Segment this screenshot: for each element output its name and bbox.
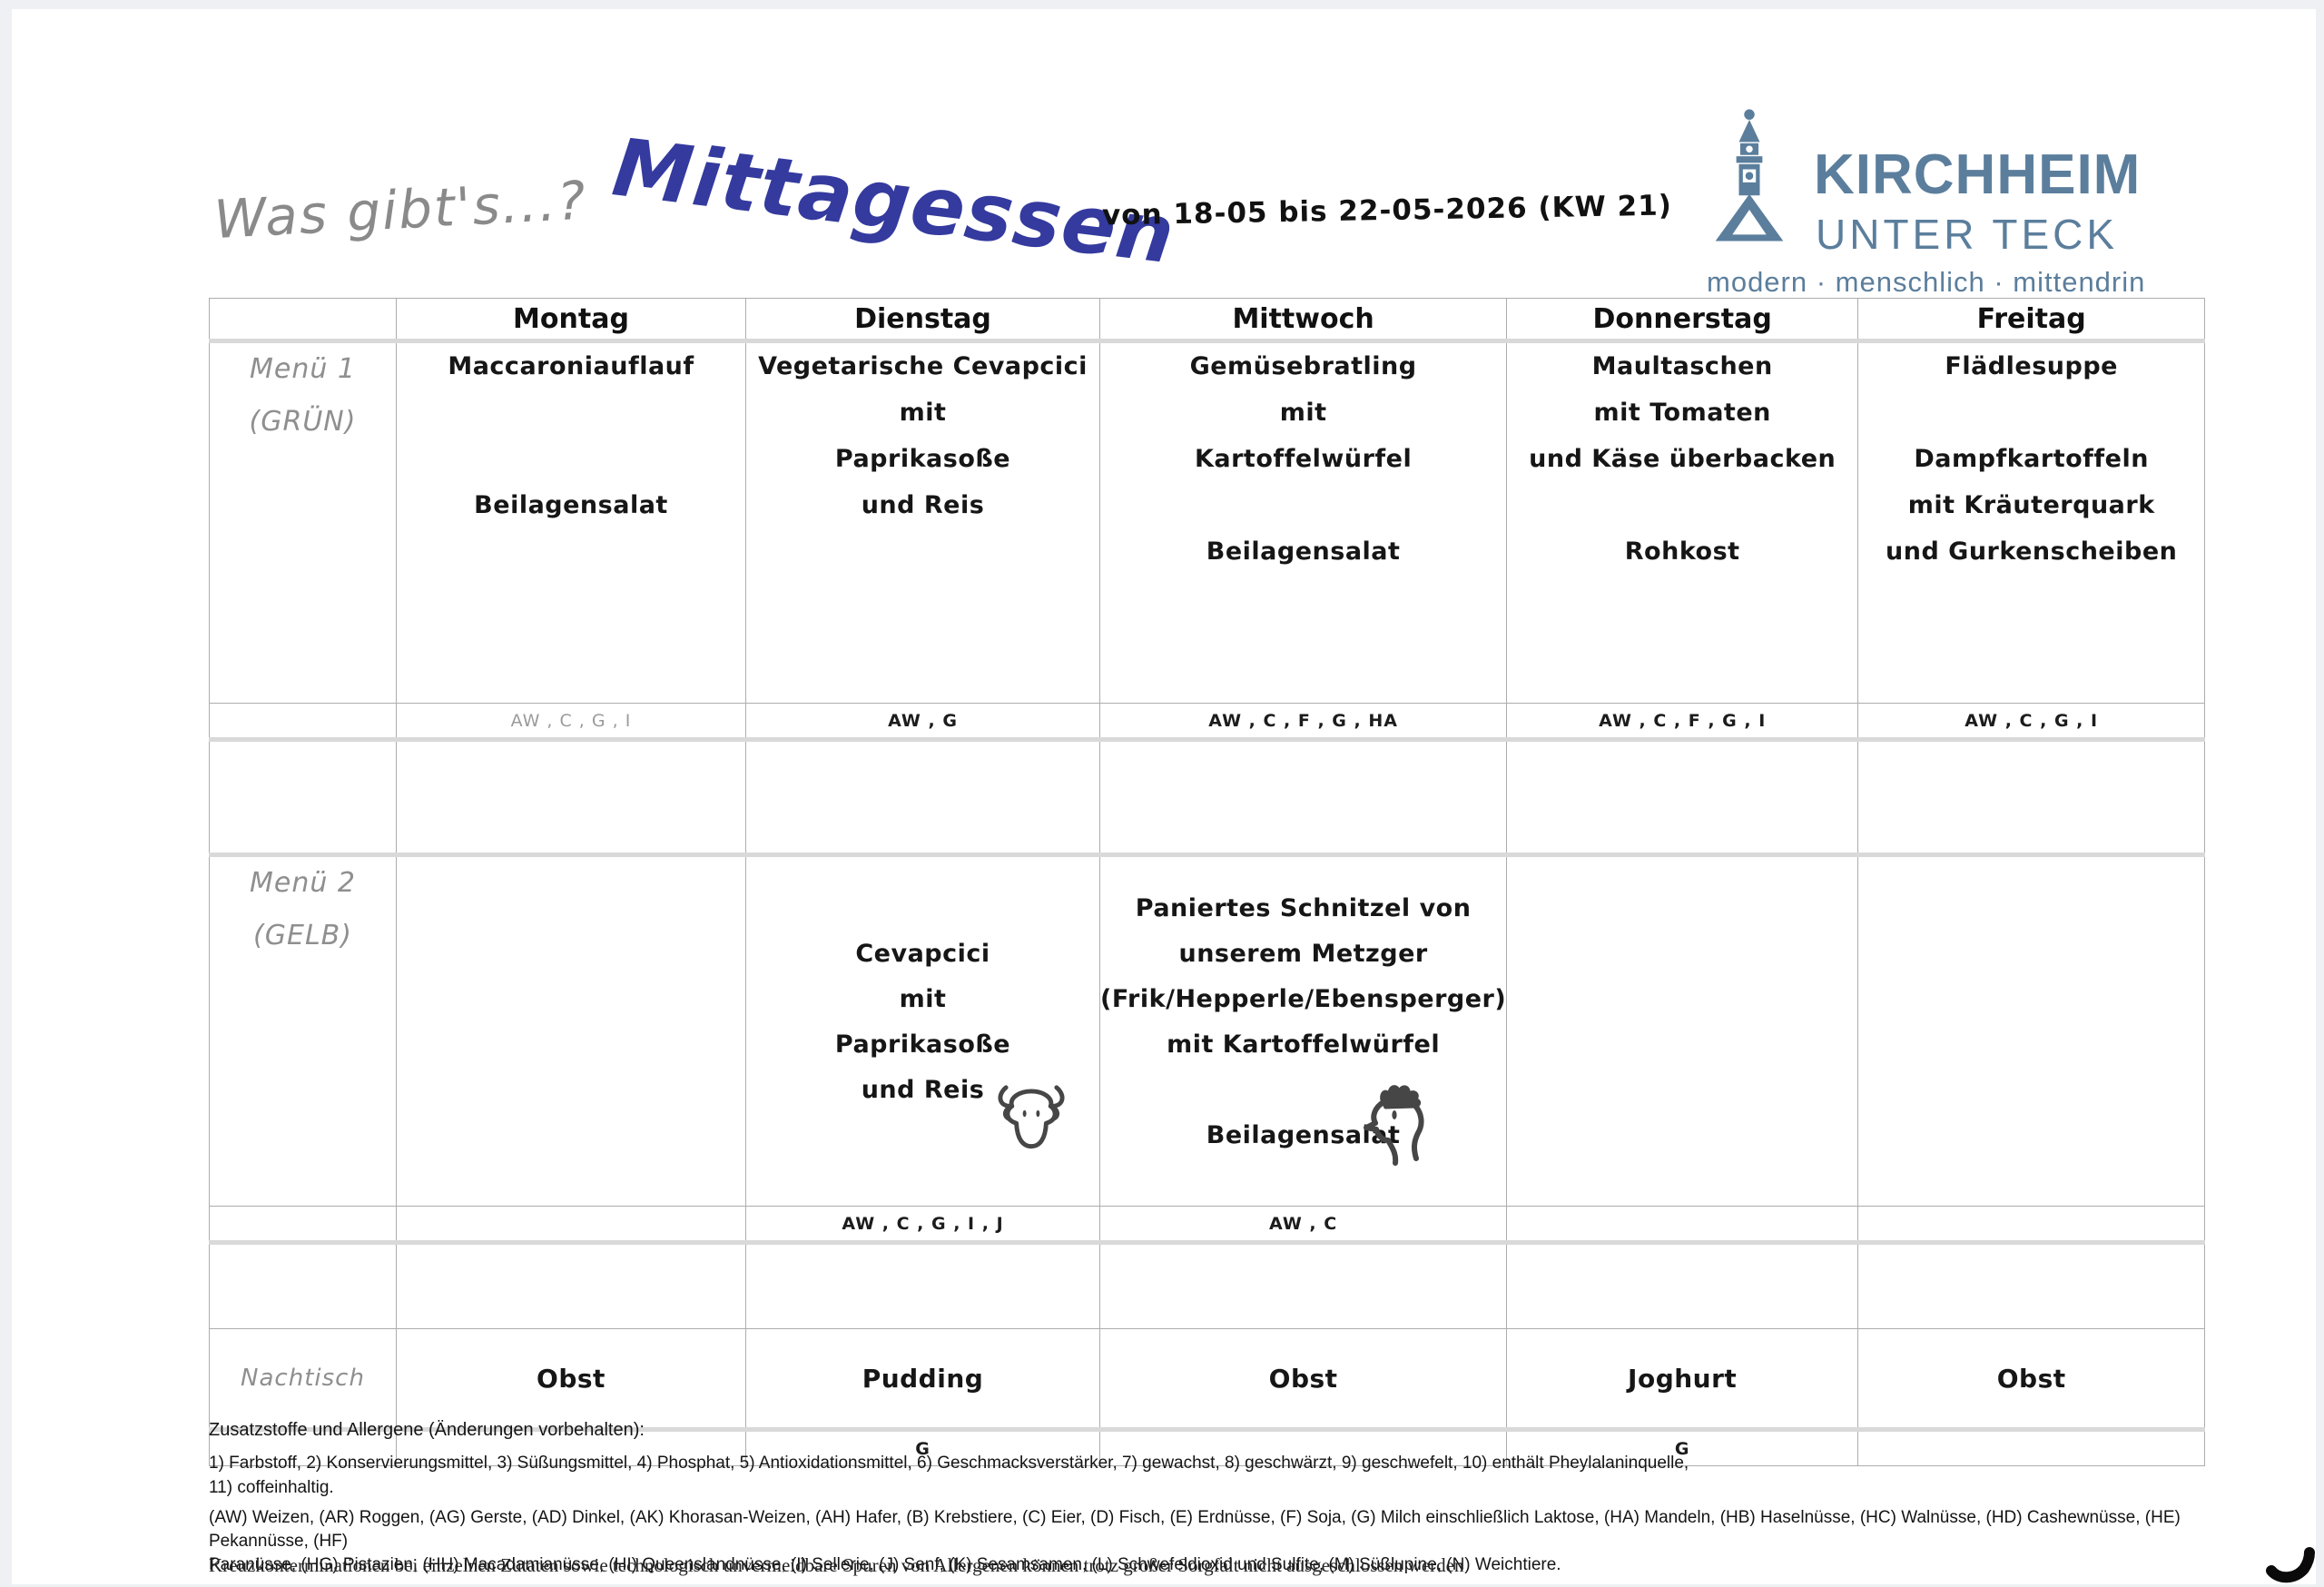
dessert-allergens-dienstag: G <box>745 1429 1100 1466</box>
empty-cell <box>745 739 1100 857</box>
empty-cell <box>1098 1242 1508 1329</box>
menu2-allergens-donnerstag <box>1506 1206 1859 1245</box>
allergen-code-list: (AW) Weizen, (AR) Roggen, (AG) Gerste, (… <box>209 1508 2181 1574</box>
dessert-allergen-row: G G <box>209 1429 2206 1466</box>
dessert-donnerstag-cell: Joghurt <box>1506 1328 1859 1432</box>
menu1-montag-cell: Maccaroniauflauf Beilagensalat <box>396 340 746 704</box>
cow-head-icon <box>998 1085 1065 1149</box>
church-tower-icon <box>1715 109 1784 242</box>
empty-cell <box>745 1242 1100 1329</box>
dessert-allergens-donnerstag: G <box>1506 1429 1859 1466</box>
menu2-label: Menü 2 (GELB) <box>209 854 397 1207</box>
logo-city-name: KIRCHHEIM <box>1814 143 2142 206</box>
empty-cell <box>209 739 397 857</box>
logo-motto: modern · menschlich · mittendrin <box>1707 266 2146 298</box>
dessert-row: Nachtisch Obst Pudding Obst Joghurt Obst <box>209 1328 2206 1432</box>
additives-list: 1) Farbstoff, 2) Konservierungsmittel, 3… <box>209 1454 1689 1497</box>
menu1-label: Menü 1 (GRÜN) <box>209 340 397 704</box>
menu2-donnerstag-cell <box>1506 854 1859 1207</box>
empty-cell <box>396 739 746 857</box>
dessert-allergens-montag <box>396 1429 746 1466</box>
empty-cell <box>209 1242 397 1329</box>
day-header-dienstag: Dienstag <box>745 298 1100 343</box>
empty-cell <box>396 1242 746 1329</box>
corner-cell <box>209 298 397 343</box>
empty-cell <box>209 1206 397 1245</box>
dessert-allergens-mittwoch <box>1098 1429 1508 1466</box>
dessert-label: Nachtisch <box>209 1328 397 1432</box>
menu2-montag-cell <box>396 854 746 1207</box>
spacer-row <box>209 739 2206 857</box>
logo-district-name: UNTER TECK <box>1816 211 2119 258</box>
menu2-allergens-mittwoch: AW , C <box>1098 1206 1508 1245</box>
menu1-mittwoch-cell: Gemüsebratling mit Kartoffelwürfel Beila… <box>1098 340 1508 704</box>
menu1-allergens-freitag: AW , C , G , I <box>1857 703 2206 742</box>
corner-arc-mark <box>2266 1547 2315 1583</box>
additives-notice: Zusatzstoffe und Allergene (Änderungen v… <box>209 1420 645 1440</box>
menu2-row: Menü 2 (GELB) Cevapcici mit Paprikasoße … <box>209 854 2206 1207</box>
menu1-dienstag-cell: Vegetarische Cevapcici mit Paprikasoße u… <box>745 340 1100 704</box>
menu1-allergen-row: AW , C , G , I AW , G AW , C , F , G , H… <box>209 703 2206 742</box>
chicken-icon <box>1364 1085 1424 1166</box>
dessert-freitag-cell: Obst <box>1857 1328 2206 1432</box>
day-header-row: Montag Dienstag Mittwoch Donnerstag Frei… <box>209 298 2206 343</box>
weekly-menu-table: Montag Dienstag Mittwoch Donnerstag Frei… <box>209 298 2206 1466</box>
dessert-allergens-freitag <box>1857 1429 2206 1466</box>
city-logo: KIRCHHEIM UNTER TECK modern · menschlich… <box>1707 95 2233 304</box>
menu2-dienstag-cell: Cevapcici mit Paprikasoße und Reis <box>745 854 1100 1207</box>
empty-cell <box>1098 739 1508 857</box>
menu2-allergens-freitag <box>1857 1206 2206 1245</box>
menu2-mittwoch-cell: Paniertes Schnitzel von unserem Metzger … <box>1098 854 1508 1207</box>
empty-cell <box>1506 739 1859 857</box>
menu1-allergens-dienstag: AW , G <box>745 703 1100 742</box>
menu2-allergens-montag <box>396 1206 746 1245</box>
empty-cell <box>1857 1242 2206 1329</box>
menu1-row: Menü 1 (GRÜN) Maccaroniauflauf Beilagens… <box>209 340 2206 704</box>
menu1-allergens-montag: AW , C , G , I <box>396 703 746 742</box>
dessert-montag-cell: Obst <box>396 1328 746 1432</box>
empty-cell <box>209 1429 397 1466</box>
spacer-row <box>209 1242 2206 1329</box>
cross-contamination-note: Kreuzkonterminationen bei einzelnen Zuta… <box>209 1554 1464 1576</box>
dessert-mittwoch-cell: Obst <box>1098 1328 1508 1432</box>
empty-cell <box>209 703 397 742</box>
menu1-allergens-donnerstag: AW , C , F , G , I <box>1506 703 1859 742</box>
menu1-freitag-cell: Flädlesuppe Dampfkartoffeln mit Kräuterq… <box>1857 340 2206 704</box>
menu2-freitag-cell <box>1857 854 2206 1207</box>
menu1-allergens-mittwoch: AW , C , F , G , HA <box>1098 703 1508 742</box>
day-header-freitag: Freitag <box>1857 298 2206 343</box>
empty-cell <box>1857 739 2206 857</box>
menu2-allergen-row: AW , C , G , I , J AW , C <box>209 1206 2206 1245</box>
menu1-donnerstag-cell: Maultaschen mit Tomaten und Käse überbac… <box>1506 340 1859 704</box>
day-header-montag: Montag <box>396 298 746 343</box>
day-header-donnerstag: Donnerstag <box>1506 298 1859 343</box>
dessert-dienstag-cell: Pudding <box>745 1328 1100 1432</box>
menu2-allergens-dienstag: AW , C , G , I , J <box>745 1206 1100 1245</box>
empty-cell <box>1506 1242 1859 1329</box>
day-header-mittwoch: Mittwoch <box>1098 298 1508 343</box>
